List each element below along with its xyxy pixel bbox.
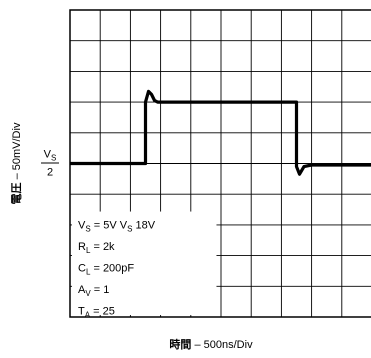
- y-marker-numerator: VS: [44, 149, 57, 163]
- conditions-legend-bg: [72, 211, 217, 315]
- signal-trace: [70, 89, 371, 176]
- condition-line: RL = 2k: [78, 241, 115, 255]
- condition-line: CL = 200pF: [78, 263, 134, 277]
- x-axis-label: 時間 – 500ns/Div: [169, 337, 253, 351]
- condition-line: AV = 1: [78, 284, 109, 298]
- condition-line: TA = 25: [78, 306, 115, 320]
- conditions-legend: VS = 5V VS 18V RL = 2k CL = 200pF AV = 1 TA …: [72, 211, 217, 320]
- y-axis-label: 電圧 – 50mV/Div: [10, 122, 23, 204]
- y-marker-denominator: 2: [47, 167, 53, 179]
- y-axis-marker: VS 2: [41, 149, 59, 179]
- condition-line: VS = 5V VS 18V: [78, 220, 156, 234]
